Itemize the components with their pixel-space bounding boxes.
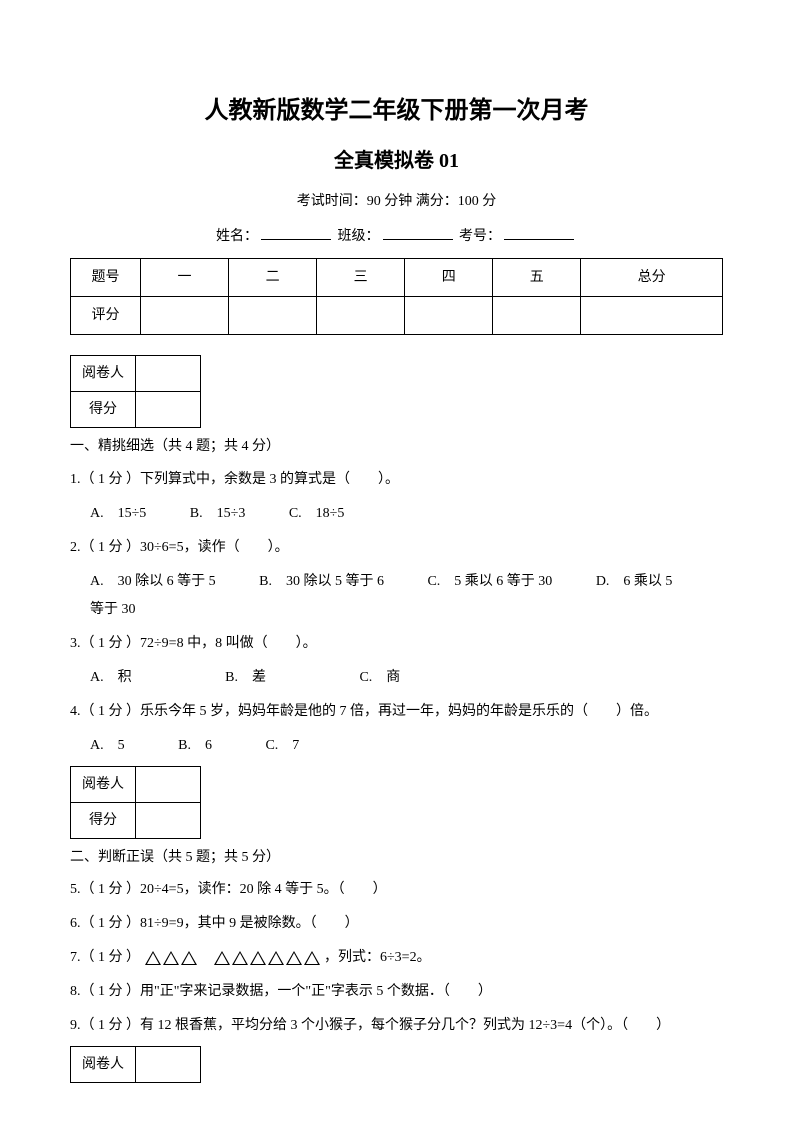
option-d: D. 6 乘以 5	[596, 568, 673, 596]
option-a: A. 30 除以 6 等于 5	[90, 568, 216, 596]
col-2: 二	[229, 258, 317, 296]
option-b: B. 差	[225, 664, 266, 692]
section-2-head: 二、判断正误（共 5 题；共 5 分）	[70, 845, 723, 870]
q7-suffix: ，列式：6÷3=2。	[324, 950, 431, 965]
class-label: 班级：	[338, 229, 380, 244]
reviewer-cell[interactable]	[136, 355, 201, 391]
col-5: 五	[493, 258, 581, 296]
table-row: 题号 一 二 三 四 五 总分	[71, 258, 723, 296]
triangle-icon	[286, 951, 302, 965]
score-label: 得分	[71, 802, 136, 838]
score-cell[interactable]	[581, 296, 723, 334]
question-2-options: A. 30 除以 6 等于 5 B. 30 除以 5 等于 6 C. 5 乘以 …	[70, 568, 723, 596]
question-2-cont: 等于 30	[70, 596, 723, 624]
name-label: 姓名：	[216, 229, 258, 244]
reviewer-mini-table-2: 阅卷人 得分	[70, 766, 201, 839]
reviewer-mini-table-3: 阅卷人	[70, 1046, 201, 1083]
triangle-icon	[163, 951, 179, 965]
col-4: 四	[405, 258, 493, 296]
row-label: 评分	[71, 296, 141, 334]
triangle-icon	[304, 951, 320, 965]
option-b: B. 15÷3	[190, 500, 246, 528]
score-cell[interactable]	[317, 296, 405, 334]
class-blank[interactable]	[383, 226, 453, 240]
id-label: 考号：	[459, 229, 501, 244]
score-cell[interactable]	[141, 296, 229, 334]
triangle-icon	[268, 951, 284, 965]
student-info-row: 姓名： 班级： 考号：	[70, 224, 723, 249]
section-1-head: 一、精挑细选（共 4 题；共 4 分）	[70, 434, 723, 459]
option-b: B. 6	[178, 732, 212, 760]
option-c: C. 18÷5	[289, 500, 345, 528]
score-cell[interactable]	[493, 296, 581, 334]
exam-title-sub: 全真模拟卷 01	[70, 143, 723, 179]
triangle-icon	[214, 951, 230, 965]
question-2: 2.（ 1 分 ）30÷6=5，读作（ ）。	[70, 534, 723, 562]
question-7: 7.（ 1 分 ） ，列式：6÷3=2。	[70, 944, 723, 972]
col-1: 一	[141, 258, 229, 296]
question-8: 8.（ 1 分 ）用"正"字来记录数据，一个"正"字表示 5 个数据．（ ）	[70, 978, 723, 1006]
option-a: A. 5	[90, 732, 125, 760]
exam-meta: 考试时间：90 分钟 满分：100 分	[70, 189, 723, 214]
question-4-options: A. 5 B. 6 C. 7	[70, 732, 723, 760]
question-6: 6.（ 1 分 ）81÷9=9，其中 9 是被除数。（ ）	[70, 910, 723, 938]
question-1: 1.（ 1 分 ）下列算式中，余数是 3 的算式是（ ）。	[70, 466, 723, 494]
score-cell[interactable]	[136, 802, 201, 838]
score-cell[interactable]	[405, 296, 493, 334]
triangle-icon	[232, 951, 248, 965]
question-5: 5.（ 1 分 ）20÷4=5，读作：20 除 4 等于 5。（ ）	[70, 876, 723, 904]
q7-prefix: 7.（ 1 分 ）	[70, 950, 140, 965]
id-blank[interactable]	[504, 226, 574, 240]
col-total: 总分	[581, 258, 723, 296]
score-table: 题号 一 二 三 四 五 总分 评分	[70, 258, 723, 335]
triangle-icon	[250, 951, 266, 965]
score-label: 得分	[71, 392, 136, 428]
option-c: C. 5 乘以 6 等于 30	[427, 568, 552, 596]
score-cell[interactable]	[136, 392, 201, 428]
question-9: 9.（ 1 分 ）有 12 根香蕉，平均分给 3 个小猴子，每个猴子分几个？列式…	[70, 1012, 723, 1040]
question-4: 4.（ 1 分 ）乐乐今年 5 岁，妈妈年龄是他的 7 倍，再过一年，妈妈的年龄…	[70, 698, 723, 726]
table-row: 评分	[71, 296, 723, 334]
exam-title-main: 人教新版数学二年级下册第一次月考	[70, 90, 723, 133]
option-c: C. 7	[265, 732, 299, 760]
reviewer-label: 阅卷人	[71, 766, 136, 802]
question-1-options: A. 15÷5 B. 15÷3 C. 18÷5	[70, 500, 723, 528]
option-b: B. 30 除以 5 等于 6	[259, 568, 384, 596]
name-blank[interactable]	[261, 226, 331, 240]
option-a: A. 15÷5	[90, 500, 146, 528]
reviewer-cell[interactable]	[136, 766, 201, 802]
col-label: 题号	[71, 258, 141, 296]
question-3: 3.（ 1 分 ）72÷9=8 中，8 叫做（ ）。	[70, 630, 723, 658]
triangle-icon	[145, 951, 161, 965]
reviewer-label: 阅卷人	[71, 355, 136, 391]
reviewer-mini-table-1: 阅卷人 得分	[70, 355, 201, 428]
option-c: C. 商	[359, 664, 400, 692]
question-3-options: A. 积 B. 差 C. 商	[70, 664, 723, 692]
reviewer-cell[interactable]	[136, 1047, 201, 1083]
reviewer-label: 阅卷人	[71, 1047, 136, 1083]
triangle-icon	[181, 951, 197, 965]
col-3: 三	[317, 258, 405, 296]
option-a: A. 积	[90, 664, 132, 692]
score-cell[interactable]	[229, 296, 317, 334]
